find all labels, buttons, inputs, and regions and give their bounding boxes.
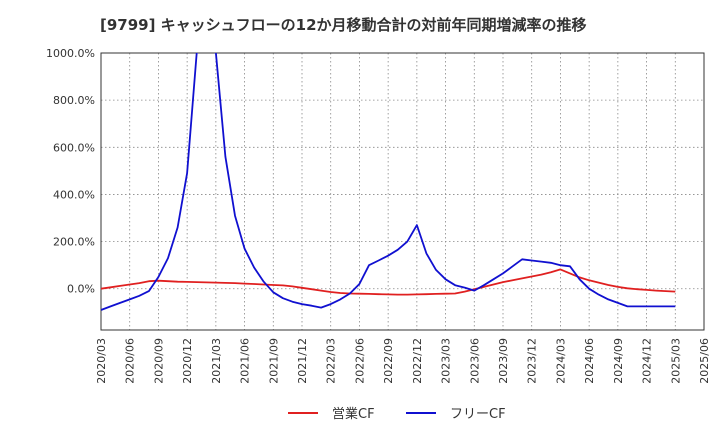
series-line-operating-cf	[101, 268, 676, 296]
x-tick-label: 2020/06	[124, 338, 137, 384]
y-tick-label: 400.0%	[53, 188, 95, 201]
x-tick-label: 2023/06	[468, 338, 481, 384]
x-tick-label: 2020/12	[181, 338, 194, 384]
legend-label: フリーCF	[450, 407, 506, 422]
y-tick-label: 600.0%	[53, 141, 95, 154]
plot-frame	[100, 52, 705, 331]
legend-label: 営業CF	[332, 406, 375, 422]
axis-layer	[100, 52, 705, 331]
x-tick-label: 2025/03	[669, 338, 682, 384]
x-tick-label: 2020/03	[95, 338, 108, 384]
x-tick-label: 2022/12	[411, 338, 424, 384]
series-layer	[101, 53, 676, 311]
x-tick-label: 2024/03	[554, 338, 567, 384]
y-tick-label: 0.0%	[67, 283, 95, 296]
x-tick-label: 2021/12	[296, 338, 309, 384]
x-tick-label: 2021/09	[267, 338, 280, 384]
x-tick-label: 2020/09	[152, 338, 165, 384]
x-tick-label: 2024/12	[641, 338, 654, 384]
x-tick-label: 2023/09	[497, 338, 510, 384]
x-tick-label: 2023/12	[526, 338, 539, 384]
y-tick-label: 800.0%	[53, 94, 95, 107]
x-tick-label: 2024/06	[583, 338, 596, 384]
y-tick-label: 1000.0%	[46, 47, 95, 60]
tick-layer: 0.0% 200.0% 400.0% 600.0% 800.0% 1000.0% 2020/…	[46, 47, 711, 384]
x-tick-label: 2022/06	[353, 338, 366, 384]
grid-layer	[100, 52, 705, 330]
x-tick-label: 2022/09	[382, 338, 395, 384]
x-tick-label: 2021/06	[239, 338, 252, 384]
x-tick-label: 2023/03	[440, 338, 453, 384]
x-tick-label: 2022/03	[325, 338, 338, 384]
series-line-free-cf	[101, 53, 676, 311]
x-tick-label: 2025/06	[698, 338, 711, 384]
legend-layer: 営業CF フリーCF	[288, 406, 506, 422]
x-tick-label: 2021/03	[210, 338, 223, 384]
chart-title: [9799] キャッシュフローの12か月移動合計の対前年同期増減率の推移	[100, 16, 587, 34]
x-tick-label: 2024/09	[612, 338, 625, 384]
y-tick-label: 200.0%	[53, 236, 95, 249]
